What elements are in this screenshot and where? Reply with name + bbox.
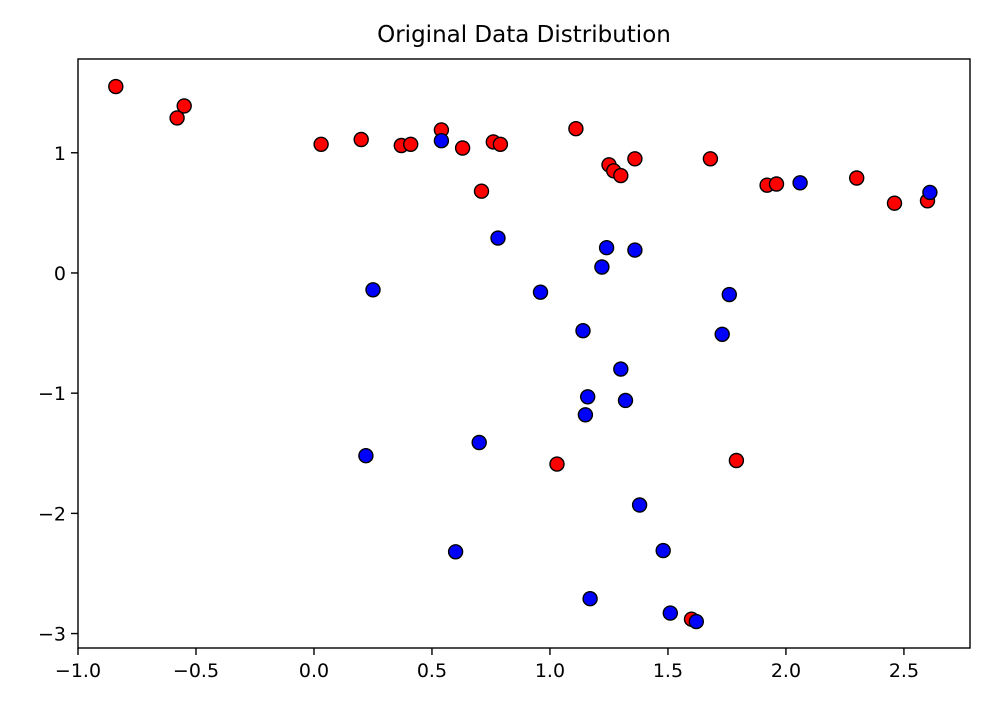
- scatter-point-s0-6: [403, 136, 419, 153]
- points-layer: [108, 78, 938, 630]
- scatter-point-s0-12: [568, 120, 584, 137]
- scatter-point-s0-19: [768, 176, 785, 192]
- scatter-point-s0-17: [702, 151, 719, 167]
- scatter-point-s0-9: [473, 183, 490, 199]
- scatter-point-s1-0: [433, 132, 450, 149]
- x-tick-label: 0.5: [417, 660, 447, 682]
- scatter-point-s1-1: [792, 175, 808, 191]
- scatter-point-s1-21: [582, 591, 598, 607]
- scatter-point-s0-23: [549, 456, 565, 472]
- scatter-point-s0-16: [627, 151, 643, 167]
- x-tick-label: 1.0: [535, 660, 565, 682]
- scatter-point-s0-2: [176, 98, 192, 114]
- scatter-point-s0-1: [169, 110, 185, 126]
- x-tick-label: 0.0: [299, 660, 329, 682]
- scatter-point-s1-3: [490, 230, 506, 246]
- scatter-point-s1-8: [532, 284, 549, 300]
- scatter-point-s1-9: [721, 286, 737, 303]
- scatter-point-s1-4: [598, 239, 615, 256]
- scatter-point-s1-15: [577, 407, 594, 423]
- scatter-point-s1-6: [594, 259, 610, 275]
- scatter-point-s0-8: [454, 140, 471, 156]
- scatter-point-s1-5: [627, 242, 643, 258]
- scatter-point-s1-22: [662, 605, 678, 621]
- x-tick-label: −0.5: [173, 660, 219, 682]
- y-tick-label: −1: [38, 383, 66, 405]
- x-tick-label: 2.5: [889, 660, 919, 682]
- y-tick-label: −3: [38, 624, 66, 646]
- scatter-point-s1-11: [714, 326, 730, 342]
- scatter-point-s1-13: [580, 389, 596, 405]
- scatter-point-s0-3: [313, 136, 329, 153]
- scatter-point-s0-21: [886, 195, 903, 211]
- scatter-point-s1-18: [631, 497, 648, 513]
- scatter-point-s0-0: [108, 78, 124, 95]
- scatter-point-s0-24: [728, 452, 745, 469]
- plot-frame: [77, 58, 971, 649]
- scatter-point-s1-10: [575, 323, 591, 339]
- scatter-point-s0-20: [849, 170, 865, 186]
- scatter-point-s1-12: [613, 361, 629, 377]
- scatter-point-s1-17: [358, 448, 374, 464]
- ticks-layer: −1.0 −0.5 0.0 0.5 1.0 1.5 2.0 2.5 −3 −2 −1 0 1: [38, 143, 919, 682]
- x-tick-label: −1.0: [55, 660, 101, 682]
- scatter-point-s0-11: [492, 136, 509, 153]
- scatter-point-s1-2: [922, 184, 938, 201]
- scatter-point-s0-15: [613, 167, 629, 184]
- scatter-point-s0-4: [353, 131, 369, 148]
- x-tick-label: 1.5: [653, 660, 683, 682]
- scatter-point-s1-14: [617, 392, 634, 409]
- x-tick-label: 2.0: [771, 660, 801, 682]
- scatter-point-s1-16: [471, 434, 487, 451]
- scatter-point-s1-19: [447, 544, 464, 560]
- scatter-point-s1-20: [655, 542, 671, 559]
- scatter-point-s1-7: [365, 282, 381, 298]
- scatter-point-s1-23: [688, 613, 704, 630]
- y-tick-label: 1: [54, 143, 66, 165]
- y-tick-label: −2: [38, 503, 66, 525]
- chart-title: Original Data Distribution: [377, 22, 671, 48]
- y-tick-label: 0: [54, 263, 66, 285]
